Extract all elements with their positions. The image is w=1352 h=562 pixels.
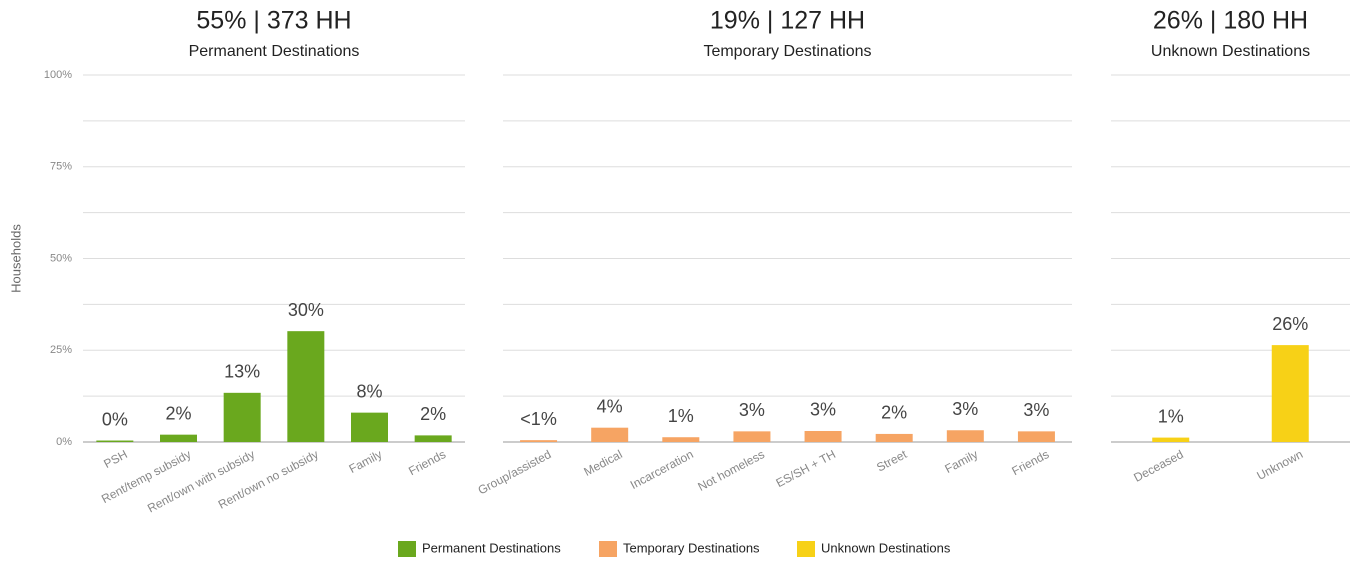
x-tick-label: ES/SH + TH — [774, 447, 838, 490]
x-tick-label: Unknown — [1254, 447, 1305, 483]
data-label: 2% — [165, 403, 191, 423]
data-label: 3% — [952, 399, 978, 419]
legend-swatch — [398, 541, 416, 557]
data-label: 3% — [810, 400, 836, 420]
bar — [223, 392, 261, 442]
x-tick-label: Group/assisted — [476, 447, 554, 497]
bar — [1152, 437, 1190, 442]
y-tick-label: 0% — [56, 436, 72, 448]
bar — [662, 437, 700, 442]
panel-title: 55% | 373 HH — [196, 7, 351, 35]
x-tick-label: Family — [942, 447, 980, 476]
bar — [414, 435, 452, 442]
data-label: 3% — [739, 400, 765, 420]
bar — [733, 431, 771, 442]
bar — [351, 412, 388, 442]
data-label: 2% — [881, 403, 907, 423]
bar — [1271, 345, 1309, 442]
bar — [946, 430, 984, 442]
bar — [520, 440, 558, 442]
x-tick-label: Incarceration — [628, 447, 696, 492]
y-tick-label: 25% — [50, 344, 72, 356]
data-label: 26% — [1272, 314, 1308, 334]
y-axis-label: Households — [8, 224, 23, 293]
data-label: 0% — [102, 409, 128, 429]
x-tick-label: Street — [874, 447, 909, 475]
bar — [804, 430, 842, 442]
legend-label: Permanent Destinations — [422, 540, 561, 555]
data-label: 4% — [597, 396, 623, 416]
data-label: 8% — [356, 381, 382, 401]
x-tick-label: Medical — [581, 447, 624, 479]
legend-label: Temporary Destinations — [623, 540, 760, 555]
x-tick-label: Friends — [1009, 447, 1051, 478]
data-label: 13% — [224, 362, 260, 382]
legend-label: Unknown Destinations — [821, 540, 951, 555]
data-label: 3% — [1023, 400, 1049, 420]
legend-swatch — [599, 541, 617, 557]
x-tick-label: Not homeless — [695, 447, 766, 494]
bar — [591, 427, 629, 442]
x-tick-label: Friends — [406, 447, 448, 478]
x-tick-label: Deceased — [1131, 447, 1185, 485]
panel-subtitle: Temporary Destinations — [703, 43, 871, 60]
x-tick-label: PSH — [101, 447, 129, 471]
data-label: 2% — [420, 404, 446, 424]
bar — [287, 331, 325, 442]
data-label: 1% — [668, 406, 694, 426]
bar — [160, 434, 197, 442]
bar — [96, 440, 134, 442]
y-tick-label: 75% — [50, 161, 72, 173]
data-label: <1% — [520, 409, 557, 429]
panel-subtitle: Unknown Destinations — [1151, 43, 1310, 60]
bar — [875, 433, 913, 442]
data-label: 1% — [1158, 406, 1184, 426]
y-tick-label: 50% — [50, 252, 72, 264]
panel-title: 26% | 180 HH — [1153, 7, 1308, 35]
panel-subtitle: Permanent Destinations — [189, 43, 360, 60]
x-tick-label: Rent/own with subsidy — [145, 447, 257, 515]
data-label: 30% — [288, 300, 324, 320]
y-tick-label: 100% — [44, 69, 72, 81]
x-tick-label: Family — [347, 447, 385, 476]
bar — [1017, 431, 1055, 442]
legend-swatch — [797, 541, 815, 557]
panel-title: 19% | 127 HH — [710, 7, 865, 35]
